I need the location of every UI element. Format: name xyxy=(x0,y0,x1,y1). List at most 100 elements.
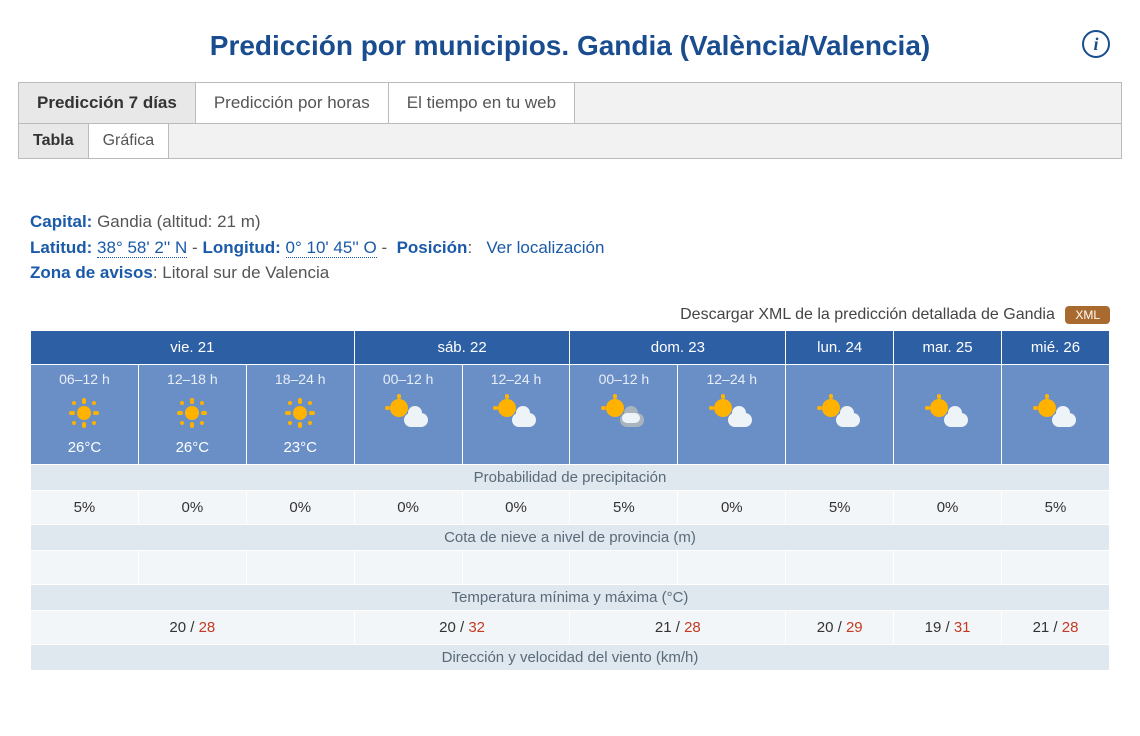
tmin: 20 xyxy=(169,619,186,636)
precip-cell: 0% xyxy=(138,490,246,524)
day-header-sab22: sáb. 22 xyxy=(354,330,570,364)
precip-cell: 5% xyxy=(31,490,139,524)
slot-d1b: 12–18 h 26°C xyxy=(138,364,246,464)
slot-hours: 06–12 h xyxy=(33,371,136,387)
slot-d5 xyxy=(894,364,1002,464)
slot-d2b: 12–24 h xyxy=(462,364,570,464)
lon-label: Longitud xyxy=(202,238,275,257)
slot-hours: 00–12 h xyxy=(572,371,675,387)
capital-value: Gandia (altitud: 21 m) xyxy=(97,212,260,231)
snow-cell xyxy=(354,550,462,584)
snow-cell xyxy=(894,550,1002,584)
sun-cloud-icon xyxy=(1036,397,1076,429)
sep1: - xyxy=(192,238,202,257)
section-wind-label: Dirección y velocidad del viento (km/h) xyxy=(31,644,1110,670)
tmin: 20 xyxy=(817,619,834,636)
temp-cell-d4: 20 / 29 xyxy=(786,610,894,644)
page-title: Predicción por municipios. Gandia (Valèn… xyxy=(210,30,930,61)
pos-label: Posición xyxy=(397,238,468,257)
temp-cell-d5: 19 / 31 xyxy=(894,610,1002,644)
download-xml-text: Descargar XML de la predicción detallada… xyxy=(680,306,1055,323)
tab-tu-web[interactable]: El tiempo en tu web xyxy=(389,83,575,123)
tmax: 28 xyxy=(199,619,216,636)
snow-cell xyxy=(246,550,354,584)
snow-cell xyxy=(1002,550,1110,584)
tmax: 31 xyxy=(954,619,971,636)
section-precip-label: Probabilidad de precipitación xyxy=(31,464,1110,490)
slot-d2a: 00–12 h xyxy=(354,364,462,464)
slot-hours: 00–12 h xyxy=(357,371,460,387)
snow-cell xyxy=(570,550,678,584)
slot-d3b: 12–24 h xyxy=(678,364,786,464)
sun-cloud-icon xyxy=(712,397,752,429)
sun-icon xyxy=(177,398,207,428)
xml-badge[interactable]: XML xyxy=(1065,306,1110,324)
tmax: 28 xyxy=(1062,619,1079,636)
tab-7dias[interactable]: Predicción 7 días xyxy=(19,83,196,123)
zona-value: Litoral sur de Valencia xyxy=(162,263,329,282)
precip-cell: 0% xyxy=(894,490,1002,524)
tab-por-horas[interactable]: Predicción por horas xyxy=(196,83,389,123)
day-header-lun24: lun. 24 xyxy=(786,330,894,364)
sun-icon xyxy=(69,398,99,428)
snow-cell xyxy=(462,550,570,584)
slot-d1a: 06–12 h 26°C xyxy=(31,364,139,464)
slot-hours: 12–18 h xyxy=(141,371,244,387)
ver-localizacion-link[interactable]: Ver localización xyxy=(486,238,604,257)
sun-cloud-icon xyxy=(820,397,860,429)
precip-cell: 5% xyxy=(1002,490,1110,524)
temp-cell-d3: 21 / 28 xyxy=(570,610,786,644)
precip-cell: 0% xyxy=(678,490,786,524)
slot-hours: 12–24 h xyxy=(465,371,568,387)
snow-cell xyxy=(138,550,246,584)
snow-cell xyxy=(678,550,786,584)
forecast-table: vie. 21 sáb. 22 dom. 23 lun. 24 mar. 25 … xyxy=(30,330,1110,671)
slot-hours: 12–24 h xyxy=(680,371,783,387)
temp-cell-d1: 20 / 28 xyxy=(31,610,355,644)
lon-value: 0° 10' 45'' O xyxy=(286,238,377,258)
precip-cell: 5% xyxy=(570,490,678,524)
subtab-filler xyxy=(169,124,1121,158)
snow-cell xyxy=(786,550,894,584)
sub-tabs: Tabla Gráfica xyxy=(18,124,1122,159)
info-icon[interactable]: i xyxy=(1082,30,1110,58)
precip-cell: 5% xyxy=(786,490,894,524)
section-temp-label: Temperatura mínima y máxima (°C) xyxy=(31,584,1110,610)
tmin: 21 xyxy=(1033,619,1050,636)
sep2: - xyxy=(381,238,396,257)
slot-d3a: 00–12 h xyxy=(570,364,678,464)
day-header-mie26: mié. 26 xyxy=(1002,330,1110,364)
tmin: 21 xyxy=(655,619,672,636)
capital-label: Capital: xyxy=(30,212,92,231)
tmax: 29 xyxy=(846,619,863,636)
section-snow-label: Cota de nieve a nivel de provincia (m) xyxy=(31,524,1110,550)
slot-hours: 18–24 h xyxy=(249,371,352,387)
sun-cloud-gray-icon xyxy=(604,397,644,429)
sun-cloud-icon xyxy=(496,397,536,429)
day-header-vie21: vie. 21 xyxy=(31,330,355,364)
precip-cell: 0% xyxy=(354,490,462,524)
day-header-dom23: dom. 23 xyxy=(570,330,786,364)
location-meta: Capital: Gandia (altitud: 21 m) Latitud:… xyxy=(30,209,1110,286)
subtab-grafica[interactable]: Gráfica xyxy=(89,124,170,158)
temp-cell-d2: 20 / 32 xyxy=(354,610,570,644)
slot-d4 xyxy=(786,364,894,464)
slot-d1c: 18–24 h 23°C xyxy=(246,364,354,464)
sun-cloud-icon xyxy=(928,397,968,429)
tmin: 19 xyxy=(925,619,942,636)
main-tabs: Predicción 7 días Predicción por horas E… xyxy=(18,82,1122,124)
lat-value: 38° 58' 2'' N xyxy=(97,238,187,258)
zona-label: Zona de avisos xyxy=(30,263,153,282)
tmax: 32 xyxy=(468,619,485,636)
snow-cell xyxy=(31,550,139,584)
slot-temp: 26°C xyxy=(141,439,244,456)
precip-cell: 0% xyxy=(462,490,570,524)
sun-cloud-icon xyxy=(388,397,428,429)
lat-label: Latitud xyxy=(30,238,87,257)
temp-cell-d6: 21 / 28 xyxy=(1002,610,1110,644)
tab-filler xyxy=(575,83,1121,123)
tmin: 20 xyxy=(439,619,456,636)
subtab-tabla[interactable]: Tabla xyxy=(19,124,89,158)
slot-d6 xyxy=(1002,364,1110,464)
tmax: 28 xyxy=(684,619,701,636)
